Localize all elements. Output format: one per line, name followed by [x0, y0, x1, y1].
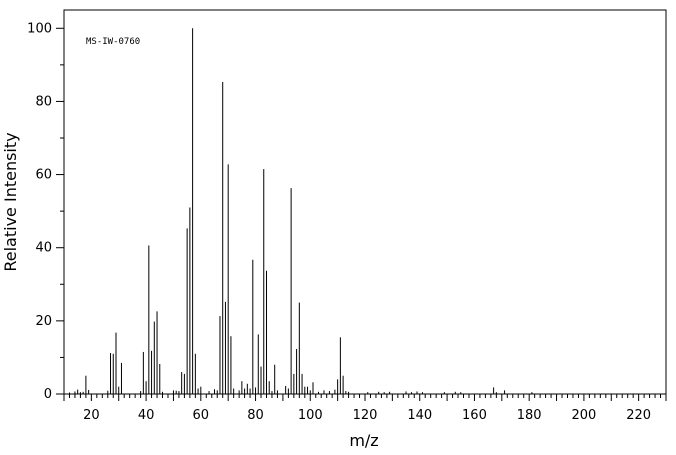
- x-axis-label: m/z: [349, 431, 378, 450]
- x-tick-label: 220: [626, 408, 651, 423]
- y-tick-label: 40: [35, 241, 52, 256]
- y-tick-label: 100: [27, 21, 52, 36]
- x-tick-label: 140: [407, 408, 432, 423]
- y-tick-label: 20: [35, 314, 52, 329]
- y-tick-label: 80: [35, 94, 52, 109]
- x-tick-label: 180: [517, 408, 542, 423]
- x-tick-label: 80: [247, 408, 264, 423]
- y-axis-ticks: 0 20 40 60 80 100: [27, 21, 64, 402]
- x-tick-label: 200: [571, 408, 596, 423]
- x-axis-ticks: 20 40 60 80 100 120 140 160 180 200 220: [63, 394, 667, 423]
- x-tick-label: 160: [462, 408, 487, 423]
- x-tick-label: 120: [353, 408, 378, 423]
- x-tick-label: 60: [193, 408, 210, 423]
- x-tick-label: 100: [298, 408, 323, 423]
- y-tick-label: 60: [35, 168, 52, 183]
- peak-group: [68, 28, 533, 394]
- spectrum-id-annotation: MS-IW-0760: [86, 37, 140, 47]
- y-tick-label: 0: [44, 387, 52, 402]
- y-axis-label: Relative Intensity: [1, 132, 20, 271]
- x-tick-label: 40: [138, 408, 155, 423]
- x-tick-label: 20: [83, 408, 100, 423]
